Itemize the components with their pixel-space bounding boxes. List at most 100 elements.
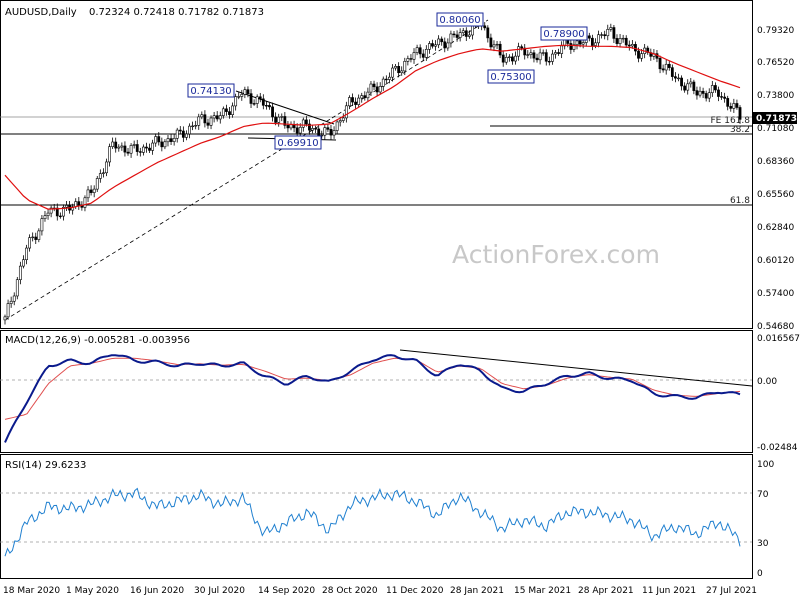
candle-body <box>258 96 262 100</box>
candle-body <box>92 188 96 193</box>
price-panel-frame <box>0 0 753 329</box>
callout-label-80060: 0.80060 <box>439 15 480 26</box>
candle-body <box>160 141 164 148</box>
candle-body <box>507 56 511 58</box>
candle-body <box>707 92 711 99</box>
candle-body <box>200 114 204 118</box>
candle-body <box>351 97 354 103</box>
candle-body <box>172 137 176 142</box>
candle-body <box>590 37 594 46</box>
candle-body <box>157 136 161 143</box>
callout-2-80060: 0.80060 <box>436 12 484 27</box>
trendline-dashed-1 <box>4 117 333 321</box>
candle-body <box>304 119 308 125</box>
candle-body <box>354 101 357 105</box>
candle-body <box>43 215 47 220</box>
candle-body <box>335 121 339 131</box>
candle-body <box>738 107 742 120</box>
candle-body <box>132 144 136 146</box>
rsi-tick-70: 70 <box>757 490 769 500</box>
x-axis: 18 Mar 2020 1 May 2020 16 Jun 2020 30 Ju… <box>3 586 757 596</box>
candle-body <box>129 145 133 154</box>
candle-body <box>215 115 219 120</box>
candle-body <box>185 133 188 138</box>
candle-body <box>378 86 382 93</box>
candle-body <box>544 52 548 62</box>
candle-body <box>344 105 348 119</box>
fib-label-62: 61.8 <box>730 196 750 206</box>
candle-body <box>83 197 87 208</box>
price-axis: 0.79320 0.76520 0.73800 0.71080 0.68360 … <box>753 26 797 332</box>
candle-body <box>357 97 361 105</box>
candle-body <box>726 98 730 107</box>
current-price-label: 0.71873 <box>756 114 797 124</box>
candle-body <box>640 53 643 59</box>
rsi-tick-30: 30 <box>757 539 769 549</box>
x-label-1: 1 May 2020 <box>66 586 119 596</box>
candle-body <box>194 125 198 127</box>
candle-body <box>532 52 536 59</box>
candle-body <box>569 43 573 50</box>
candle-body <box>314 128 318 130</box>
price-tick-9: 0.54680 <box>757 322 794 332</box>
candle-body <box>443 41 447 49</box>
candle-body <box>723 96 727 99</box>
candle-body <box>467 34 471 37</box>
candle-body <box>511 56 514 62</box>
candle-body <box>658 57 662 70</box>
candle-body <box>206 122 210 126</box>
candle-body <box>34 236 38 240</box>
candle-body <box>283 116 287 126</box>
macd-trendline <box>399 349 753 387</box>
price-tick-4: 0.68360 <box>757 157 794 167</box>
candle-body <box>449 33 453 44</box>
candle-body <box>624 37 628 46</box>
candle-body <box>634 44 637 52</box>
candle-body <box>301 119 305 128</box>
candle-body <box>332 130 336 136</box>
candle-body <box>37 230 41 240</box>
candle-body <box>526 54 530 56</box>
candle-body <box>65 205 68 208</box>
candle-body <box>514 55 517 62</box>
candle-body <box>255 96 259 104</box>
candle-body <box>572 44 576 50</box>
candle-body <box>683 85 687 91</box>
candle-body <box>557 52 560 54</box>
candle-body <box>698 90 702 96</box>
callout-label-75300: 0.75300 <box>490 72 531 83</box>
candle-body <box>154 136 158 144</box>
candle-body <box>98 173 102 179</box>
x-label-9: 28 Apr 2021 <box>578 586 634 596</box>
candle-body <box>308 123 311 131</box>
candle-body <box>212 115 216 119</box>
candle-body <box>394 66 397 69</box>
candle-body <box>114 141 118 149</box>
rsi-tick-0: 0 <box>757 569 763 579</box>
x-label-8: 15 Mar 2021 <box>514 586 571 596</box>
candle-body <box>372 83 376 88</box>
candle-body <box>594 42 597 46</box>
x-label-10: 11 Jun 2021 <box>642 586 696 596</box>
candle-body <box>348 97 351 107</box>
x-label-2: 16 Jun 2020 <box>130 586 184 596</box>
candle-body <box>637 50 640 59</box>
candle-body <box>597 34 600 44</box>
candle-body <box>138 151 142 153</box>
candle-body <box>412 52 416 60</box>
candle-body <box>560 45 564 54</box>
candle-body <box>252 103 256 105</box>
candle-body <box>427 43 431 50</box>
callout-label-69910: 0.69910 <box>277 138 318 149</box>
price-tick-7: 0.60120 <box>757 256 794 266</box>
macd-tick-bottom: -0.02484 <box>757 443 798 453</box>
candle-body <box>418 47 422 55</box>
candle-body <box>517 46 520 57</box>
candle-body <box>581 42 585 45</box>
candle-body <box>166 138 170 143</box>
macd-tick-zero: 0.00 <box>757 377 777 387</box>
candle-body <box>677 77 680 80</box>
candle-body <box>538 52 542 61</box>
candle-body <box>25 247 28 261</box>
candle-body <box>243 89 247 95</box>
